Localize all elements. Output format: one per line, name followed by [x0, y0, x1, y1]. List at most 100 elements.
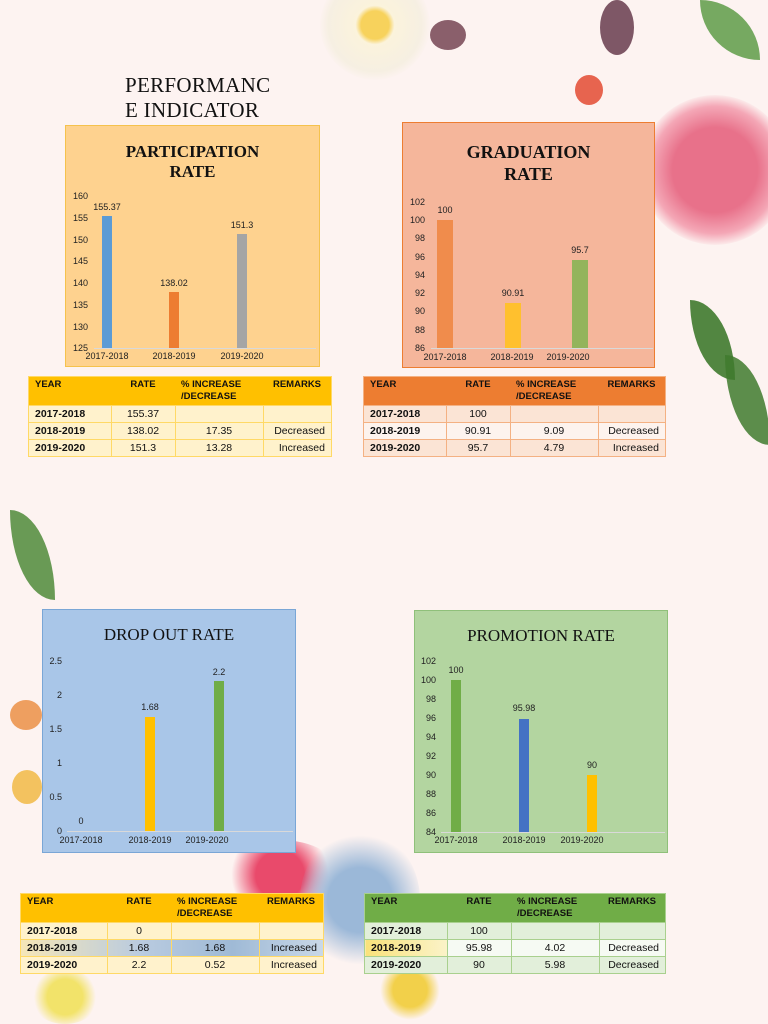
- x-axis: [431, 348, 653, 349]
- chart-title: DROP OUT RATE: [103, 625, 235, 644]
- y-tick: 1: [56, 758, 62, 768]
- y-tick: 92: [425, 751, 436, 761]
- x-tick: 2018-2019: [490, 352, 534, 362]
- value-label: 90.91: [501, 288, 525, 298]
- header-year: YEAR: [27, 896, 54, 907]
- value-label: 90: [586, 760, 597, 770]
- y-tick: 86: [414, 343, 425, 353]
- value-label: 95.98: [512, 703, 536, 713]
- x-tick: 2019-2020: [185, 835, 229, 845]
- header-rate: RATE: [466, 896, 492, 907]
- participation-rate-chart: PARTICIPATION RATE 160 155 150 145 140 1…: [65, 125, 320, 367]
- dropout-rate-chart: DROP OUT RATE 2.5 2 1.5 1 0.5 0 0 1.68 2…: [42, 609, 296, 853]
- value-label: 138.02: [160, 278, 188, 288]
- plot-area: 160 155 150 145 140 135 130 125 155.37 1…: [66, 126, 321, 368]
- x-tick: 2019-2020: [560, 835, 604, 845]
- x-tick: 2018-2019: [128, 835, 172, 845]
- value-label: 0: [78, 816, 84, 826]
- table-row: 2019-2020 90 5.98 Decreased: [364, 956, 666, 974]
- bar-2019-2020: [237, 234, 247, 348]
- x-axis: [94, 348, 316, 349]
- x-axis: [441, 832, 665, 833]
- header-rate: RATE: [126, 896, 152, 907]
- y-tick: 100: [420, 675, 436, 685]
- bar-2018-2019: [169, 292, 179, 348]
- y-tick: 94: [414, 270, 425, 280]
- header-pct: % INCREASE/DECREASE: [517, 896, 578, 919]
- header-pct: % INCREASE/DECREASE: [181, 379, 242, 402]
- value-label: 2.2: [212, 667, 226, 677]
- bar-2019-2020: [587, 775, 597, 832]
- y-tick: 90: [425, 770, 436, 780]
- table-row: 2018-2019 95.98 4.02 Decreased: [364, 939, 666, 957]
- header-pct: % INCREASE/DECREASE: [177, 896, 238, 919]
- plot-area: 102 100 98 96 94 92 90 88 86 84 100 95.9…: [415, 611, 669, 854]
- y-tick: 96: [414, 252, 425, 262]
- y-tick: 86: [425, 808, 436, 818]
- page-title: PERFORMANC E INDICATOR: [125, 73, 271, 122]
- value-label: 1.68: [141, 702, 159, 712]
- y-tick: 140: [72, 278, 88, 288]
- table-row: 2018-2019 138.02 17.35 Decreased: [28, 422, 332, 440]
- bar-2017-2018: [437, 220, 453, 348]
- table-row: 2018-2019 90.91 9.09 Decreased: [363, 422, 666, 440]
- header-remarks: REMARKS: [607, 379, 656, 390]
- bar-2017-2018: [451, 680, 461, 832]
- plot-area: 2.5 2 1.5 1 0.5 0 0 1.68 2.2 2017-2018 2…: [43, 610, 297, 854]
- graduation-rate-chart: GRADUATION RATE 102 100 98 96 94 92 90 8…: [402, 122, 655, 368]
- y-tick: 0: [56, 826, 62, 836]
- header-year: YEAR: [371, 896, 398, 907]
- x-tick: 2017-2018: [59, 835, 103, 845]
- chart-title: PROMOTION RATE: [467, 626, 615, 645]
- y-tick: 100: [409, 215, 425, 225]
- bar-2018-2019: [505, 303, 521, 348]
- x-tick: 2017-2018: [423, 352, 467, 362]
- y-tick: 0.5: [49, 792, 62, 802]
- table-header-row: YEAR RATE % INCREASE/DECREASE REMARKS: [20, 893, 324, 923]
- y-tick: 2: [56, 690, 62, 700]
- dropout-rate-table: YEAR RATE % INCREASE/DECREASE REMARKS 20…: [20, 893, 324, 974]
- x-tick: 2018-2019: [152, 351, 196, 361]
- bar-2019-2020: [572, 260, 588, 348]
- table-header-row: YEAR RATE % INCREASE/DECREASE REMARKS: [28, 376, 332, 406]
- header-year: YEAR: [35, 379, 62, 390]
- y-tick: 96: [425, 713, 436, 723]
- chart-title: PARTICIPATION RATE: [125, 142, 260, 181]
- y-tick: 125: [72, 343, 88, 353]
- header-pct: % INCREASE/DECREASE: [516, 379, 577, 402]
- y-tick: 84: [425, 827, 436, 837]
- header-year: YEAR: [370, 379, 397, 390]
- plot-area: 102 100 98 96 94 92 90 88 86 100 90.91 9…: [403, 123, 656, 369]
- promotion-rate-chart: PROMOTION RATE 102 100 98 96 94 92 90 88…: [414, 610, 668, 853]
- y-tick: 160: [72, 191, 88, 201]
- header-remarks: REMARKS: [266, 896, 316, 907]
- x-axis: [67, 831, 293, 832]
- table-row: 2019-2020 151.3 13.28 Increased: [28, 439, 332, 457]
- y-tick: 88: [425, 789, 436, 799]
- y-tick: 150: [72, 235, 88, 245]
- table-row: 2018-2019 1.68 1.68 Increased: [20, 939, 324, 957]
- y-tick: 98: [425, 694, 436, 704]
- bar-2019-2020: [214, 681, 224, 831]
- y-tick: 90: [414, 306, 425, 316]
- y-tick: 94: [425, 732, 436, 742]
- table-row: 2019-2020 2.2 0.52 Increased: [20, 956, 324, 974]
- y-tick: 155: [72, 213, 88, 223]
- table-header-row: YEAR RATE % INCREASE/DECREASE REMARKS: [364, 893, 666, 923]
- y-tick: 102: [420, 656, 436, 666]
- participation-rate-table: YEAR RATE % INCREASE/DECREASE REMARKS 20…: [28, 376, 332, 457]
- y-tick: 1.5: [49, 724, 62, 734]
- y-tick: 135: [72, 300, 88, 310]
- value-label: 100: [437, 205, 453, 215]
- table-row: 2019-2020 95.7 4.79 Increased: [363, 439, 666, 457]
- x-tick: 2017-2018: [434, 835, 478, 845]
- y-tick: 92: [414, 288, 425, 298]
- bar-2017-2018: [102, 216, 112, 348]
- table-row: 2017-2018 0: [20, 922, 324, 940]
- value-label: 151.3: [230, 220, 254, 230]
- graduation-rate-table: YEAR RATE % INCREASE/DECREASE REMARKS 20…: [363, 376, 666, 457]
- promotion-rate-table: YEAR RATE % INCREASE/DECREASE REMARKS 20…: [364, 893, 666, 974]
- value-label: 95.7: [571, 245, 589, 255]
- table-row: 2017-2018 155.37: [28, 405, 332, 423]
- header-remarks: REMARKS: [607, 896, 657, 907]
